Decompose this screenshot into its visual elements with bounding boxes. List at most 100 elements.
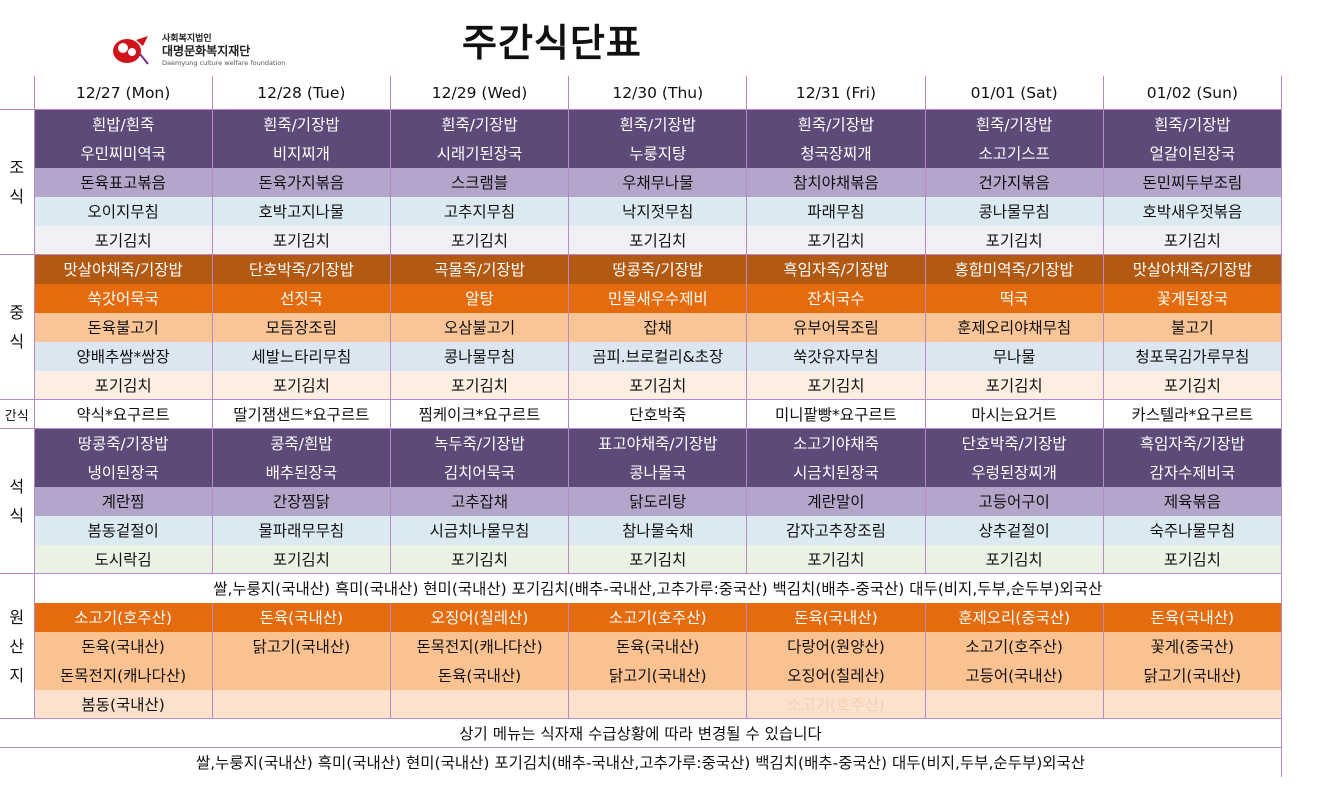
breakfast-item: 건가지볶음 (924, 167, 1104, 197)
dinner-item: 고등어구이 (924, 486, 1104, 516)
foundation-logo-icon (113, 36, 149, 65)
dinner-item: 닭도리탕 (568, 486, 748, 516)
breakfast-item: 얼갈이된장국 (1102, 138, 1283, 168)
origin-item: 오징어(칠레산) (389, 602, 570, 632)
breakfast-item: 흰밥/흰죽 (33, 109, 213, 139)
footer-note-row: 쌀,누룽지(국내산) 흑미(국내산) 현미(국내산) 포기김치(배추-국내산,고… (0, 747, 1282, 777)
snack-item: 미니팥빵*요구르트 (746, 399, 926, 429)
origin-item: 봄동(국내산) (33, 689, 213, 719)
lunch-item: 포기김치 (389, 370, 570, 400)
snack-item: 찜케이크*요구르트 (389, 399, 570, 429)
dinner-label-text: 석 (9, 477, 25, 496)
lunch-item: 홍합미역죽/기장밥 (924, 254, 1104, 284)
origin-item: 돈목전지(캐나다산) (33, 660, 213, 690)
lunch-item: 잡채 (568, 312, 748, 342)
lunch-item: 단호박죽/기장밥 (211, 254, 391, 284)
dinner-item: 콩죽/흰밥 (211, 428, 391, 458)
origin-item: 고등어(국내산) (924, 660, 1104, 690)
breakfast-item: 포기김치 (746, 225, 926, 255)
breakfast-item: 오이지무침 (33, 196, 213, 226)
lunch-item: 민물새우수제비 (568, 283, 748, 313)
lunch-item: 포기김치 (33, 370, 213, 400)
lunch-item: 알탕 (389, 283, 570, 313)
dinner-item: 숙주나물무침 (1102, 515, 1283, 545)
logo-line1: 사회복지법인 (162, 34, 212, 44)
dinner-item: 포기김치 (568, 544, 748, 574)
breakfast-item: 포기김치 (924, 225, 1104, 255)
origin-item: 소고기(호주산) (33, 602, 213, 632)
lunch-row: 돈육불고기 모듬장조림 오삼불고기 잡채 유부어묵조림 훈제오리야채무침 불고기 (0, 312, 1283, 342)
lunch-item: 포기김치 (568, 370, 748, 400)
lunch-row: 포기김치 포기김치 포기김치 포기김치 포기김치 포기김치 포기김치 (0, 370, 1283, 400)
lunch-item: 흑임자죽/기장밥 (746, 254, 926, 284)
lunch-item: 쑥갓어묵국 (33, 283, 213, 313)
breakfast-item: 돈육가지볶음 (211, 167, 391, 197)
origin-item: 닭고기(국내산) (211, 631, 391, 661)
dinner-item: 포기김치 (389, 544, 570, 574)
breakfast-item: 호박새우젓볶음 (1102, 196, 1283, 226)
lunch-item: 콩나물무침 (389, 341, 570, 371)
breakfast-item: 포기김치 (568, 225, 748, 255)
origin-label-text: 원 (9, 607, 25, 627)
origin-item (211, 660, 391, 690)
origin-item (389, 689, 570, 719)
breakfast-item: 포기김치 (33, 225, 213, 255)
lunch-item: 모듬장조림 (211, 312, 391, 342)
date-header: 12/31 (Fri) (746, 76, 926, 110)
lunch-item: 포기김치 (211, 370, 391, 400)
dinner-item: 계란찜 (33, 486, 213, 516)
lunch-item: 선짓국 (211, 283, 391, 313)
foundation-logo: 사회복지법인 대명문화복지재단 Daemyung culture welfare… (110, 30, 285, 72)
lunch-label-text: 식 (9, 332, 25, 351)
origin-label-text: 산 (9, 636, 25, 656)
breakfast-item: 포기김치 (1102, 225, 1283, 255)
breakfast-item: 고추지무침 (389, 196, 570, 226)
lunch-item: 훈제오리야채무침 (924, 312, 1104, 342)
dinner-item: 소고기야채죽 (746, 428, 926, 458)
breakfast-item: 스크램블 (389, 167, 570, 197)
breakfast-item: 흰죽/기장밥 (1102, 109, 1283, 139)
breakfast-item: 흰죽/기장밥 (924, 109, 1104, 139)
header: 사회복지법인 대명문화복지재단 Daemyung culture welfare… (0, 0, 1282, 76)
snack-item: 마시는요거트 (924, 399, 1104, 429)
breakfast-item: 비지찌개 (211, 138, 391, 168)
origin-item: 돈육(국내산) (33, 631, 213, 661)
origin-note-row: 원 산 지 쌀,누룽지(국내산) 흑미(국내산) 현미(국내산) 포기김치(배추-국내… (0, 573, 1283, 719)
notice-text-row: 상기 메뉴는 식자재 수급상황에 따라 변경될 수 있습니다 (0, 718, 1282, 748)
dinner-item: 고추잡채 (389, 486, 570, 516)
breakfast-item: 낙지젓무침 (568, 196, 748, 226)
lunch-item: 포기김치 (924, 370, 1104, 400)
weekly-menu-table: 12/27 (Mon) 12/28 (Tue) 12/29 (Wed) 12/30 (… (0, 76, 1283, 777)
breakfast-item: 청국장찌개 (746, 138, 926, 168)
breakfast-item: 흰죽/기장밥 (389, 109, 570, 139)
origin-item (1102, 689, 1283, 719)
breakfast-item: 흰죽/기장밥 (746, 109, 926, 139)
date-header: 12/27 (Mon) (33, 76, 213, 110)
lunch-item: 땅콩죽/기장밥 (568, 254, 748, 284)
dinner-item: 시금치나물무침 (389, 515, 570, 545)
dinner-item: 표고야채죽/기장밥 (568, 428, 748, 458)
breakfast-item: 참치야채볶음 (746, 167, 926, 197)
breakfast-row: 우민찌미역국 비지찌개 시래기된장국 누룽지탕 청국장찌개 소고기스프 얼갈이된장국 (0, 138, 1283, 168)
lunch-item: 맛살야채죽/기장밥 (33, 254, 213, 284)
lunch-item: 양배추쌈*쌈장 (33, 341, 213, 371)
dinner-item: 봄동겉절이 (33, 515, 213, 545)
lunch-item: 잔치국수 (746, 283, 926, 313)
lunch-item: 유부어묵조림 (746, 312, 926, 342)
breakfast-item: 흰죽/기장밥 (568, 109, 748, 139)
lunch-item: 포기김치 (1102, 370, 1283, 400)
lunch-item: 오삼불고기 (389, 312, 570, 342)
breakfast-row: 돈육표고볶음 돈육가지볶음 스크램블 우채무나물 참치야채볶음 건가지볶음 돈민찌두부조림 (0, 167, 1283, 197)
dinner-item: 물파래무무침 (211, 515, 391, 545)
breakfast-item: 흰죽/기장밥 (211, 109, 391, 139)
breakfast-item: 파래무침 (746, 196, 926, 226)
dinner-item: 상추겉절이 (924, 515, 1104, 545)
dinner-item: 녹두죽/기장밥 (389, 428, 570, 458)
date-row: 12/27 (Mon) 12/28 (Tue) 12/29 (Wed) 12/30 (… (0, 76, 1283, 110)
lunch-item: 불고기 (1102, 312, 1283, 342)
breakfast-label-text: 조 (9, 158, 25, 177)
dinner-item: 흑임자죽/기장밥 (1102, 428, 1283, 458)
breakfast-item: 포기김치 (389, 225, 570, 255)
origin-item: 돈육(국내산) (211, 602, 391, 632)
